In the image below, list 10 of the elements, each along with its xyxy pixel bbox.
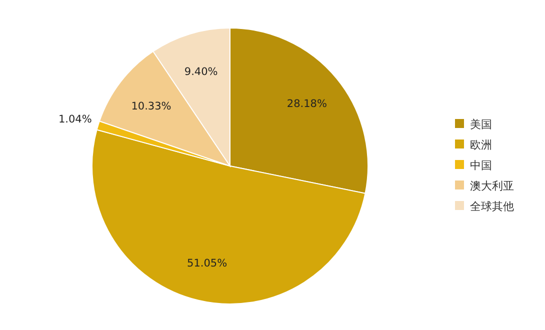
data-label: 51.05%: [187, 258, 228, 270]
data-label: 10.33%: [131, 100, 172, 112]
data-label: 28.18%: [286, 98, 327, 110]
legend-label: 欧洲: [470, 138, 492, 152]
data-label: 1.04%: [58, 113, 92, 126]
legend-label: 澳大利亚: [470, 180, 514, 192]
legend-label: 美国: [470, 118, 492, 131]
data-label: 9.40%: [184, 66, 218, 78]
legend-label: 中国: [470, 159, 492, 172]
legend-label: 全球其他: [470, 200, 514, 213]
